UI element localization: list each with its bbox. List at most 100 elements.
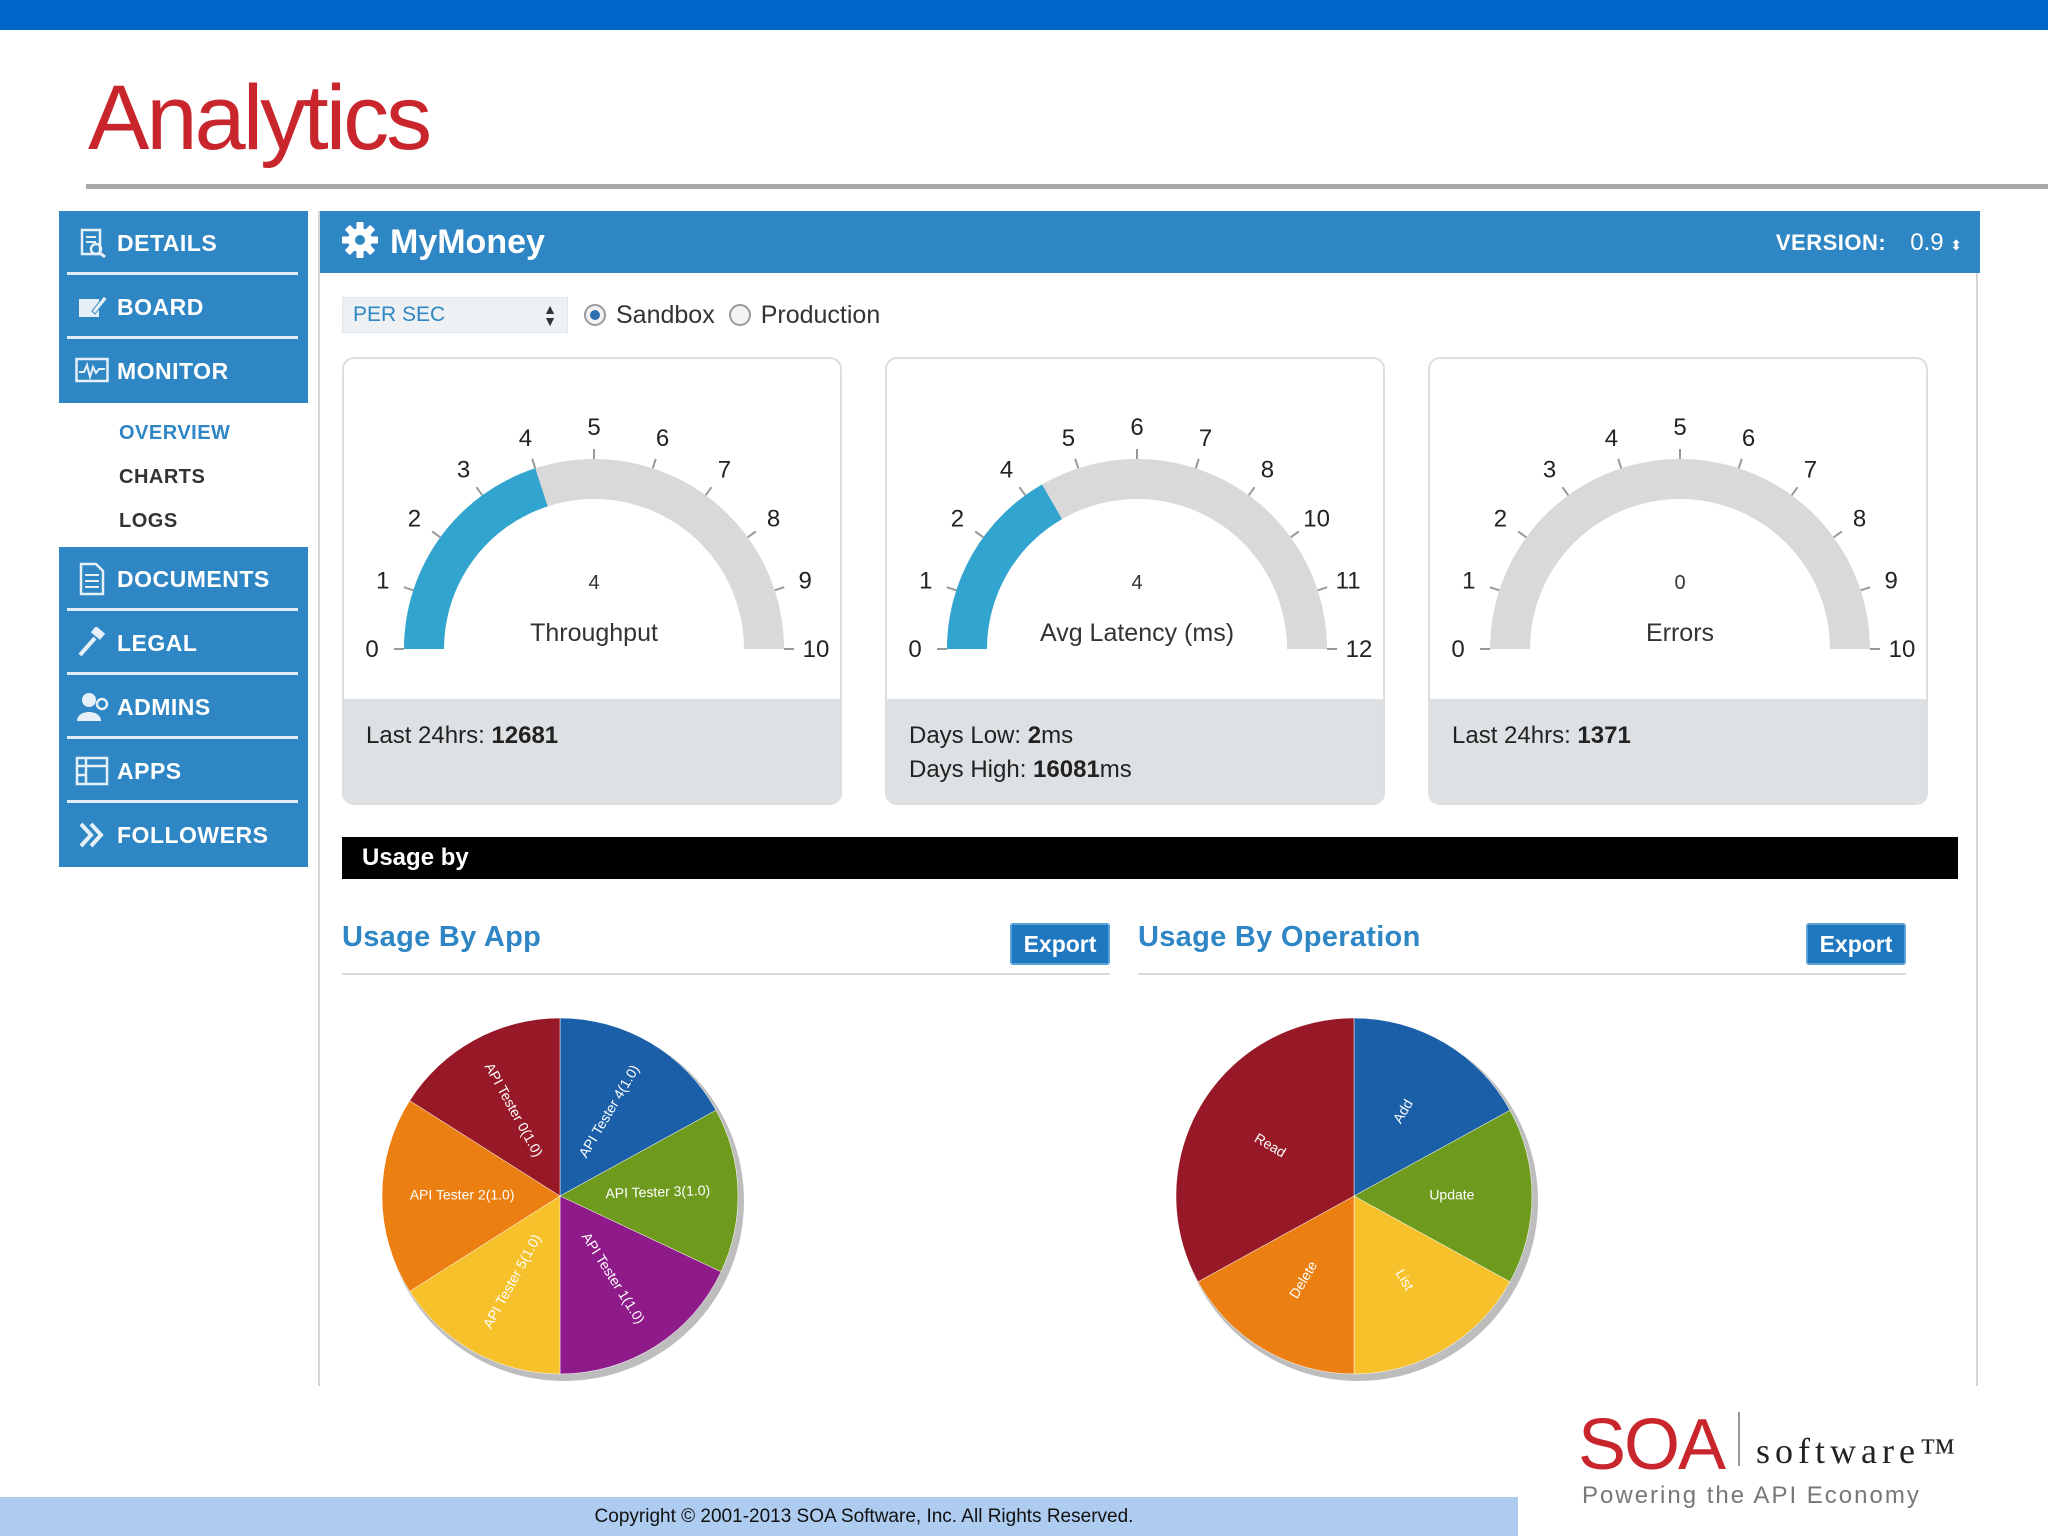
divider xyxy=(67,672,298,675)
gauge-tick-label: 5 xyxy=(587,414,600,441)
logo-wordmark: software™ xyxy=(1756,1431,1961,1471)
rate-select-value: PER SEC xyxy=(353,303,446,326)
rate-select[interactable]: PER SEC ▲ ▼ xyxy=(342,297,568,333)
sidebar-item-admins[interactable]: ADMINS xyxy=(59,675,308,739)
gauge-tick-label: 8 xyxy=(1853,506,1866,533)
monitor-subnav: OVERVIEW CHARTS LOGS xyxy=(59,403,308,547)
footer-value: 12681 xyxy=(491,722,559,749)
gauge-tick-label: 2 xyxy=(1494,506,1507,533)
pie-slice xyxy=(381,1100,561,1292)
radio-sandbox[interactable]: Sandbox xyxy=(584,301,715,330)
gauge-tick-label: 8 xyxy=(767,506,780,533)
pie-slice xyxy=(409,1017,561,1197)
version-control: VERSION: 0.9 ⬍ xyxy=(1776,229,1962,257)
gauge-tick-label: 6 xyxy=(1742,425,1755,452)
gauge-value: 4 xyxy=(588,572,599,594)
gauge-fill xyxy=(404,468,548,649)
gauge-tick xyxy=(1860,586,1871,592)
logo-tagline: Powering the API Economy xyxy=(1582,1482,1921,1509)
usage-by-app-header: Usage By App Export xyxy=(342,911,1110,975)
gauge-tick xyxy=(531,458,537,469)
subnav-item-charts[interactable]: CHARTS xyxy=(119,466,206,488)
sidebar-item-label: APPS xyxy=(117,757,182,784)
gauge-tick-label: 7 xyxy=(1199,425,1212,452)
gauge-tick-label: 7 xyxy=(1804,456,1817,483)
gauge-tick xyxy=(475,486,484,496)
usage-by-operation-title: Usage By Operation xyxy=(1138,921,1421,953)
gauge-tick-label: 5 xyxy=(1673,414,1686,441)
admins-icon xyxy=(75,690,109,724)
sidebar-item-details[interactable]: DETAILS xyxy=(59,211,308,275)
sidebar-item-label: ADMINS xyxy=(117,693,211,720)
gauge-tick xyxy=(1617,458,1623,469)
sidebar-item-label: LEGAL xyxy=(117,629,198,656)
gavel-icon xyxy=(75,626,109,660)
radio-button-selected[interactable] xyxy=(584,304,606,326)
pie-slice xyxy=(409,1195,561,1375)
title-divider xyxy=(86,184,2048,189)
sidebar-item-documents[interactable]: DOCUMENTS xyxy=(59,547,308,611)
footer-value: 1371 xyxy=(1577,722,1631,749)
panel-header: MyMoney VERSION: 0.9 ⬍ xyxy=(320,211,1980,273)
version-select[interactable]: 0.9 ⬍ xyxy=(1910,229,1962,257)
sidebar-item-monitor[interactable]: MONITOR xyxy=(59,339,308,403)
subnav-item-overview[interactable]: OVERVIEW xyxy=(119,422,231,444)
monitor-icon xyxy=(75,354,109,388)
gauge-label: Errors xyxy=(1646,619,1714,647)
gauge-tick-label: 10 xyxy=(803,636,830,663)
logo-divider xyxy=(1738,1412,1740,1466)
footer-prefix: Last 24hrs: xyxy=(1452,722,1578,749)
pie-slice xyxy=(1175,1017,1355,1283)
footer-value: 16081 xyxy=(1033,756,1100,783)
divider xyxy=(67,800,298,803)
subnav-item-logs[interactable]: LOGS xyxy=(119,510,178,532)
slide-title: Analytics xyxy=(88,67,432,169)
gauge-value: 0 xyxy=(1674,572,1685,594)
version-label: VERSION: xyxy=(1775,230,1887,255)
gauge-tick xyxy=(1489,586,1500,592)
gauge-tick xyxy=(747,530,757,539)
controls-row: PER SEC ▲ ▼ Sandbox Production xyxy=(342,297,880,333)
updown-icon: ▲ ▼ xyxy=(543,301,557,329)
export-button-operation[interactable]: Export xyxy=(1806,923,1906,965)
pie-slice-label: Update xyxy=(1429,1187,1474,1203)
gauge-tick xyxy=(1737,458,1743,469)
footer-prefix: Days High: xyxy=(909,756,1034,783)
gauge-tick xyxy=(651,458,657,469)
divider xyxy=(67,608,298,611)
sidebar-item-followers[interactable]: FOLLOWERS xyxy=(59,803,308,867)
gauge-tick-label: 12 xyxy=(1346,636,1373,663)
gauge-tick-label: 1 xyxy=(919,567,932,594)
footer-line: Last 24hrs: 12681 xyxy=(366,719,818,753)
throughput-gauge: 0 1 2 3 4 5 6 7 8 9 10 4 Throughput xyxy=(365,414,830,663)
usage-section-bar: Usage by xyxy=(342,837,1958,879)
divider xyxy=(67,736,298,739)
gauge-tick-label: 8 xyxy=(1261,456,1274,483)
radio-button[interactable] xyxy=(728,304,751,326)
sidebar-item-label: DOCUMENTS xyxy=(117,565,270,592)
gauge-tick-label: 9 xyxy=(1884,567,1897,594)
footer-suffix: ms xyxy=(1099,756,1132,783)
gauge-tick-label: 11 xyxy=(1336,567,1361,594)
footer-suffix: ms xyxy=(1041,722,1074,749)
gauge-tick xyxy=(1317,586,1328,592)
sidebar-item-legal[interactable]: LEGAL xyxy=(59,611,308,675)
divider xyxy=(67,272,298,275)
pie-slice xyxy=(1353,1195,1511,1375)
pie-slice xyxy=(559,1109,739,1273)
sidebar-item-board[interactable]: BOARD xyxy=(59,275,308,339)
pie-slice xyxy=(1197,1195,1355,1375)
sidebar-item-apps[interactable]: APPS xyxy=(59,739,308,803)
gauge-tick xyxy=(946,586,957,592)
gauge-tick xyxy=(704,486,713,496)
gauge-tick-label: 5 xyxy=(1062,425,1075,452)
usage-by-app-pie: API Tester 4(1.0)API Tester 3(1.0)API Te… xyxy=(381,1017,744,1381)
apps-icon xyxy=(75,754,109,788)
gauge-value: 4 xyxy=(1131,572,1142,594)
gauge-tick xyxy=(1790,486,1799,496)
gauge-tick-label: 2 xyxy=(951,506,964,533)
radio-production[interactable]: Production xyxy=(728,301,880,330)
footer-value: 2 xyxy=(1027,722,1042,749)
divider xyxy=(67,336,298,339)
export-button-app[interactable]: Export xyxy=(1010,923,1110,965)
